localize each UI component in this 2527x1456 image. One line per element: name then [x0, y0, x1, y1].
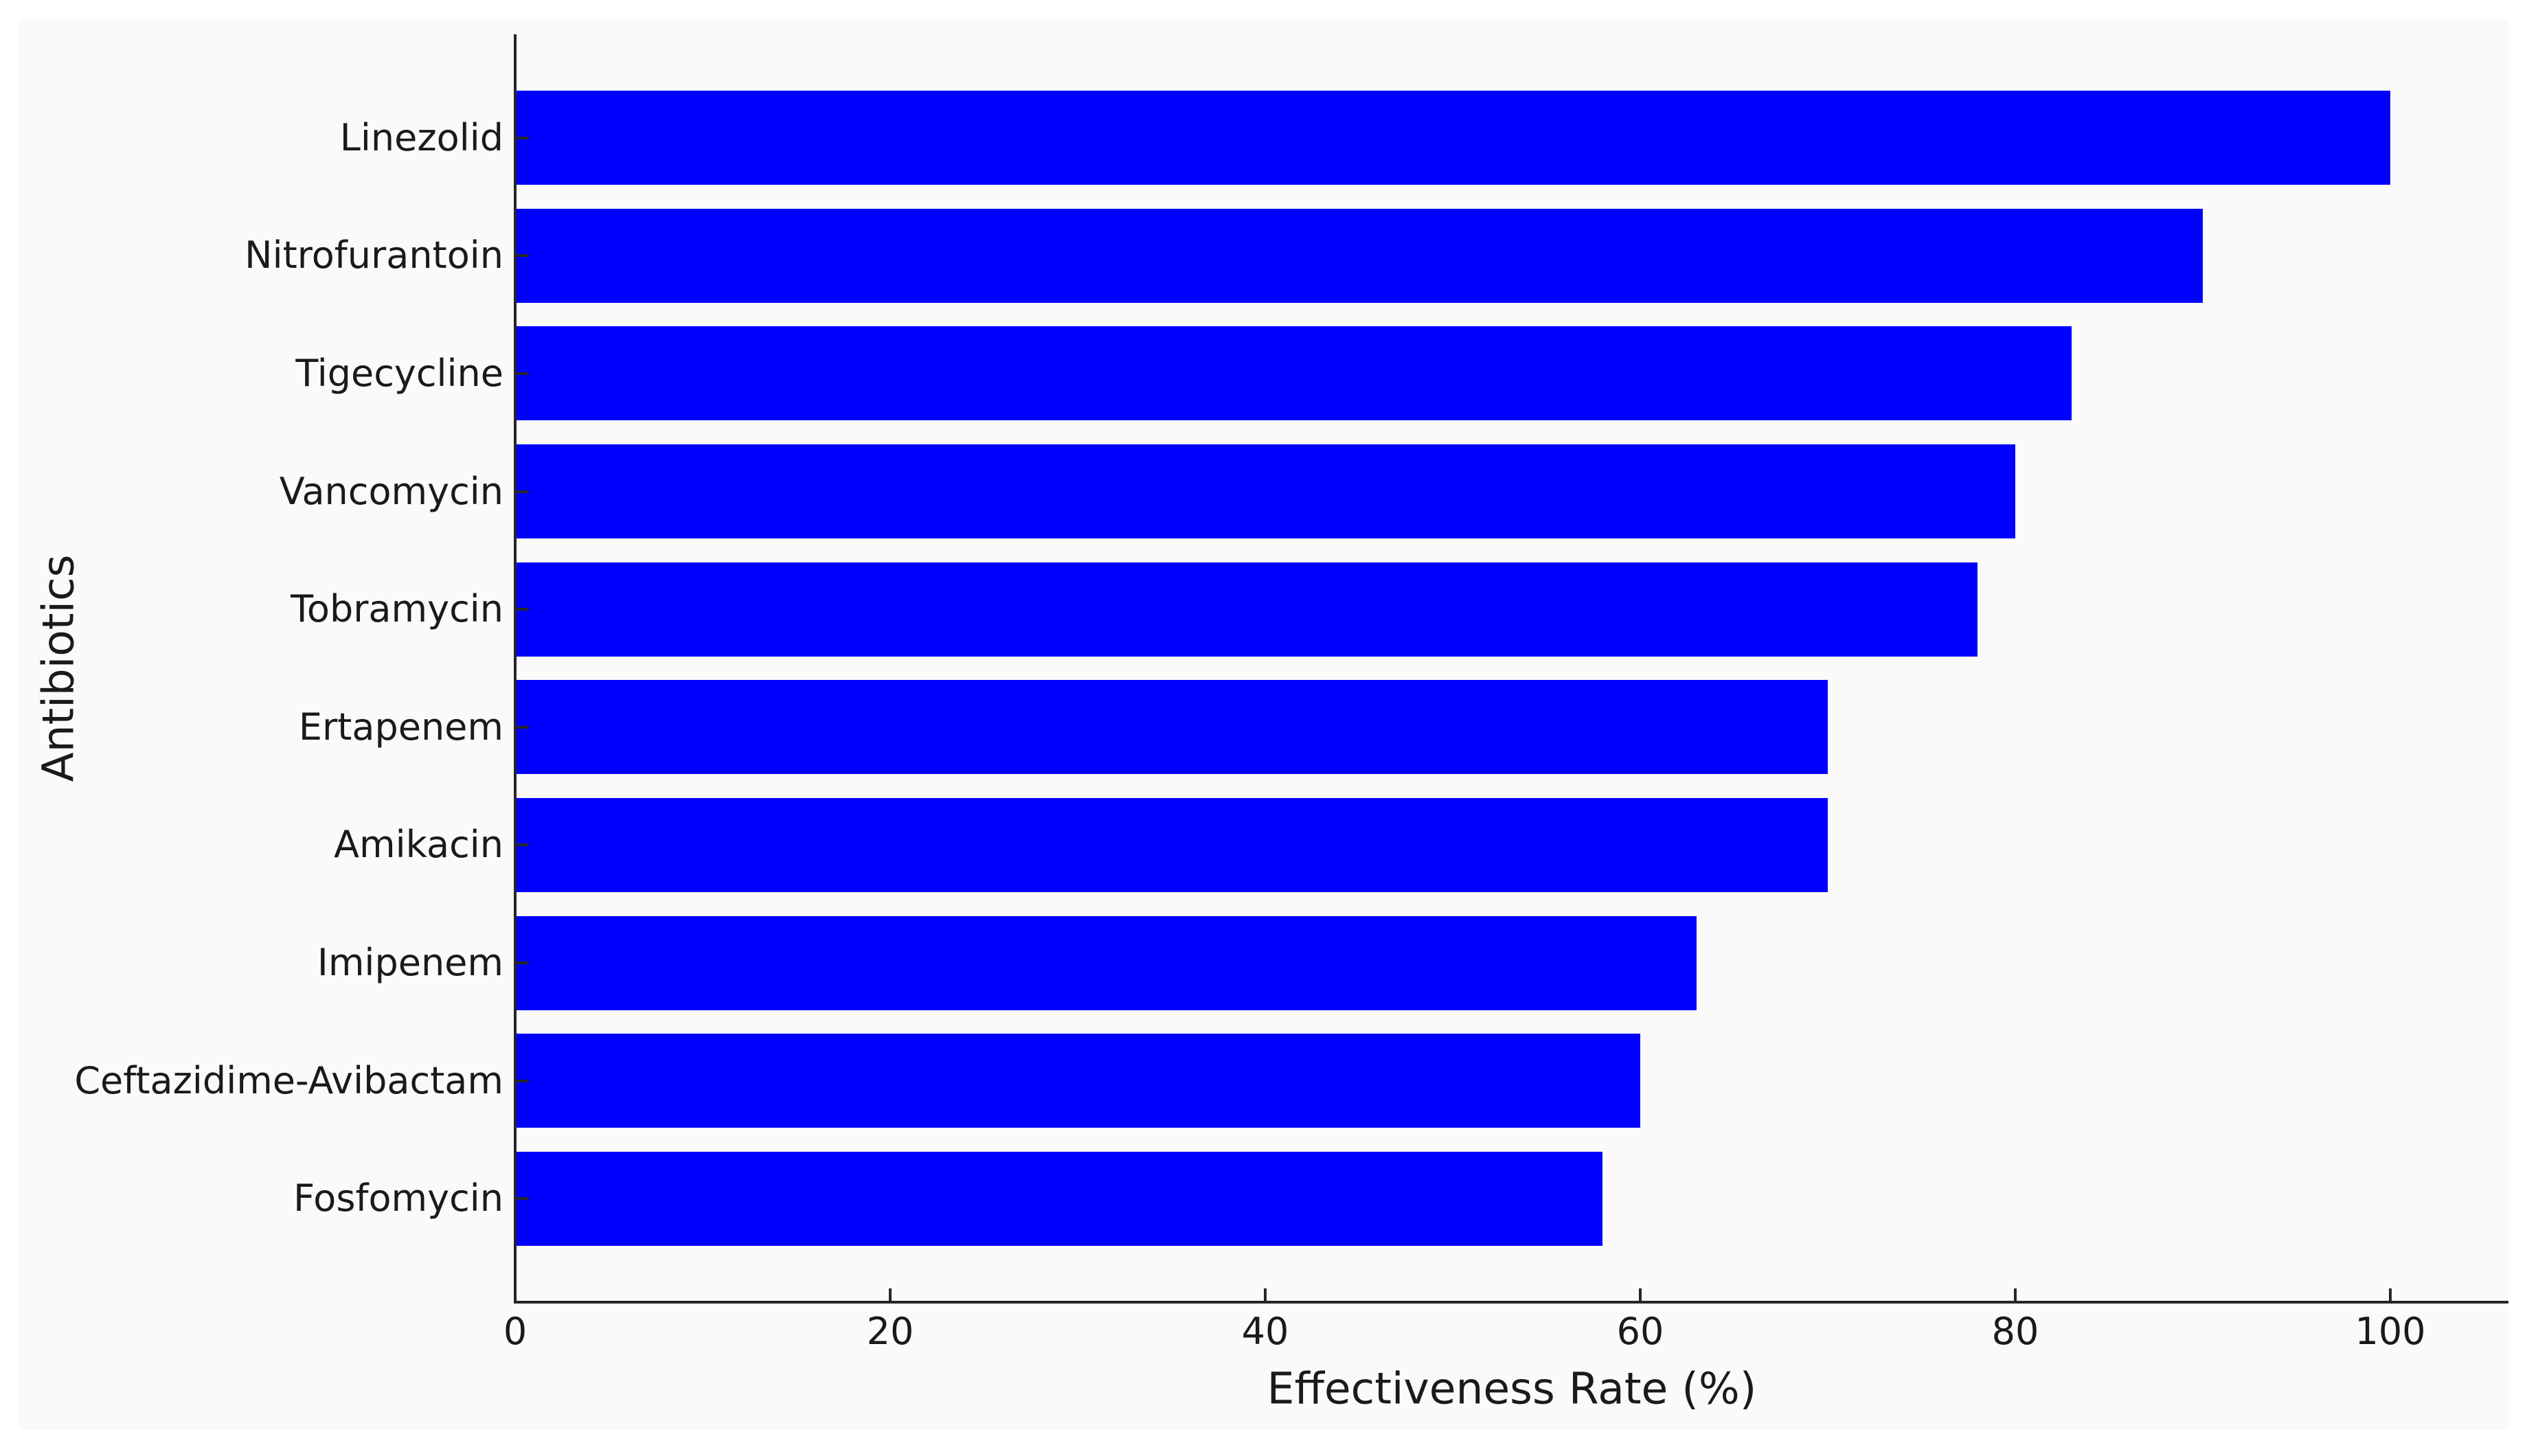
x-tick-mark	[1639, 1288, 1642, 1301]
y-tick-label: Amikacin	[334, 823, 503, 867]
y-tick-mark	[517, 254, 529, 258]
x-axis-spine	[514, 1301, 2508, 1304]
x-tick-mark	[2389, 1288, 2392, 1301]
y-tick-mark	[517, 725, 529, 729]
x-axis-title: Effectiveness Rate (%)	[1267, 1363, 1757, 1414]
x-tick-mark	[2014, 1288, 2017, 1301]
y-tick-mark	[517, 136, 529, 139]
y-tick-mark	[517, 490, 529, 493]
bar-Tobramycin	[517, 562, 1978, 657]
y-tick-mark	[517, 962, 529, 965]
y-tick-label: Linezolid	[339, 115, 503, 159]
x-tick-label: 80	[1991, 1310, 2039, 1353]
y-tick-label: Ceftazidime-Avibactam	[74, 1058, 503, 1102]
bar-Vancomycin	[517, 444, 2015, 539]
y-tick-label: Imipenem	[317, 941, 503, 985]
bar-Linezolid	[517, 91, 2390, 185]
y-tick-mark	[517, 608, 529, 611]
x-tick-label: 60	[1616, 1310, 1664, 1353]
y-tick-label: Tigecycline	[295, 351, 503, 395]
y-tick-mark	[517, 372, 529, 375]
x-tick-label: 40	[1241, 1310, 1289, 1353]
y-tick-label: Nitrofurantoin	[245, 234, 503, 277]
y-tick-label: Tobramycin	[291, 587, 503, 631]
y-tick-label: Ertapenem	[298, 705, 503, 749]
y-tick-mark	[517, 843, 529, 847]
bar-Amikacin	[517, 797, 1828, 892]
x-tick-label: 0	[503, 1310, 528, 1353]
x-tick-mark	[1264, 1288, 1267, 1301]
x-tick-label: 100	[2355, 1310, 2426, 1353]
y-tick-label: Vancomycin	[279, 469, 503, 513]
bar-Ertapenem	[517, 680, 1828, 775]
y-tick-label: Fosfomycin	[293, 1176, 503, 1220]
bar-Nitrofurantoin	[517, 208, 2203, 303]
y-tick-mark	[517, 1079, 529, 1082]
y-axis-title: Antibiotics	[33, 554, 84, 782]
x-tick-label: 20	[866, 1310, 914, 1353]
bar-Ceftazidime-Avibactam	[517, 1034, 1640, 1128]
y-axis-spine	[514, 34, 517, 1304]
y-tick-mark	[517, 1197, 529, 1201]
bar-Imipenem	[517, 915, 1697, 1010]
bar-Tigecycline	[517, 326, 2072, 421]
bar-Fosfomycin	[517, 1151, 1603, 1246]
x-tick-mark	[889, 1288, 892, 1301]
